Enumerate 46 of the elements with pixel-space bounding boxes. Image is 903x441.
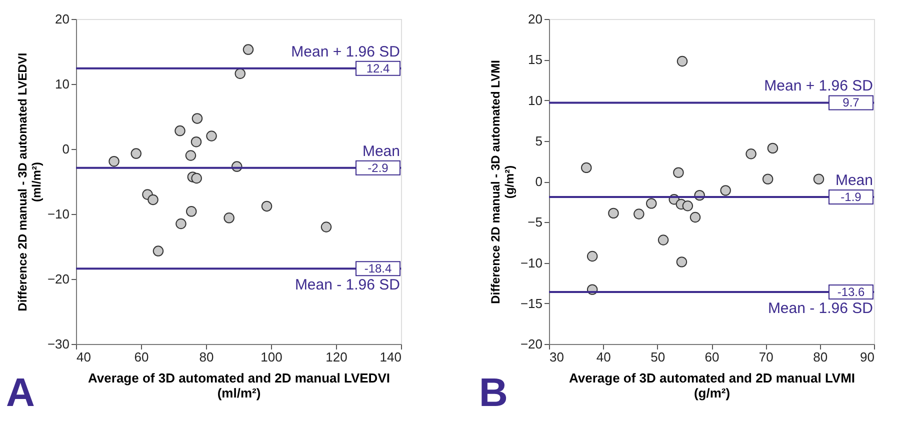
legend-label: Mean - 1.96 SD: [294, 276, 400, 294]
annotation: -2.9: [368, 160, 389, 175]
legend-label: Mean - 1.96 SD: [768, 300, 874, 317]
y-tick-label: −10: [520, 255, 542, 270]
y-tick-label: 0: [62, 142, 70, 156]
y-tick-label: 5: [535, 133, 542, 148]
x-tick-label: 40: [76, 350, 91, 364]
x-tick-label: 70: [758, 350, 774, 364]
annotation: 9.7: [842, 96, 860, 110]
y-tick-label: −10: [47, 206, 70, 222]
annotation: -18.4: [364, 262, 392, 276]
x-tick-label: 120: [326, 350, 348, 364]
ref-line-label: Mean: [362, 142, 400, 160]
y-tick-label: −20: [520, 336, 542, 352]
x-tick-label: 80: [813, 350, 828, 364]
y-tick-label: 20: [528, 12, 542, 26]
x-tick-label: 40: [596, 350, 611, 364]
ref-line-label: Mean + 1.96 SD: [764, 78, 874, 95]
x-tick-label: 90: [860, 350, 874, 364]
x-tick-label: 50: [650, 350, 666, 364]
y-tick-label: 20: [55, 12, 70, 26]
x-axis-title: Average of 3D automated and 2D manual LVMI (g/m²): [568, 370, 856, 400]
y-tick-label: −20: [47, 272, 70, 286]
x-tick-label: 140: [380, 350, 402, 364]
y-tick-label: −30: [47, 336, 70, 352]
x-tick-label: 60: [134, 350, 149, 364]
y-tick-label: 10: [55, 76, 70, 92]
x-tick-label: 30: [550, 350, 564, 364]
annotation: 12.4: [366, 61, 390, 76]
y-tick-label: −15: [520, 296, 542, 311]
ref-line-label: Mean: [835, 172, 873, 189]
x-axis-title: Average of 3D automated and 2D manual LVEDVI (ml/m²): [88, 370, 390, 400]
x-tick-label: 100: [260, 350, 282, 364]
annotation: -13.6: [837, 285, 865, 299]
y-tick-label: 10: [528, 92, 542, 108]
y-axis-title: Difference 2D manual - 3D automated LVEDVI (ml/m²): [15, 52, 44, 312]
annotation: -1.9: [840, 190, 862, 204]
y-tick-label: 15: [528, 52, 542, 68]
ref-line-label: Mean + 1.96 SD: [291, 43, 400, 60]
text: A: [6, 371, 35, 415]
x-tick-label: 80: [199, 350, 214, 364]
text: B: [479, 371, 508, 415]
y-axis-title: Difference 2D manual - 3D automated LVMI (g/m²): [488, 60, 516, 304]
y-tick-label: −5: [528, 214, 542, 230]
x-tick-label: 60: [704, 350, 720, 364]
y-tick-label: 0: [535, 174, 542, 189]
